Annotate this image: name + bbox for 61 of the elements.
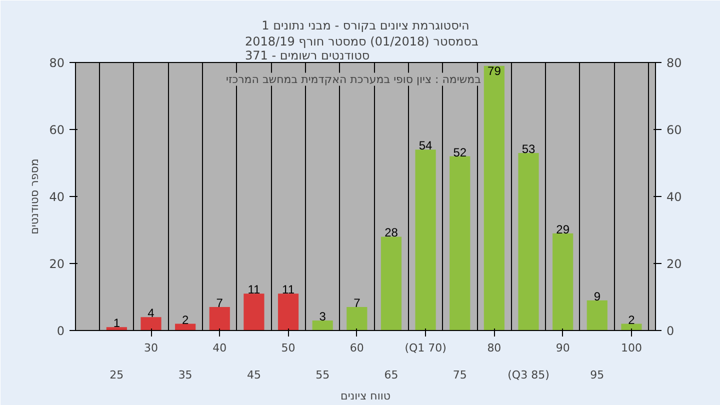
data-label: 2 (182, 312, 189, 327)
x-tick-label: 45 (246, 368, 261, 382)
bar (450, 156, 470, 330)
x-tick-label: 50 (281, 342, 296, 354)
x-tick-label: 60 (350, 342, 364, 354)
data-label: 3 (319, 309, 326, 324)
annotation: במשימה : ציון סופי במערכת האקדמית במחשב המרכזי (226, 72, 481, 86)
data-label: 1 (113, 316, 120, 330)
chart-subtitle: בסמסטר (01/2018) סמסטר חורף 2018/19 סטודנטים רשומים - 371 (244, 34, 478, 62)
y-tick-label: 20 (49, 257, 65, 271)
x-tick-label: 40 (212, 342, 227, 354)
bar (621, 324, 642, 330)
y-tick-label: 60 (49, 123, 65, 137)
y2-tick-label: 80 (666, 56, 682, 70)
x-tick-label: 35 (178, 368, 192, 382)
y-axis-title: מספר סטודנטים (28, 158, 42, 234)
data-label: 28 (384, 226, 398, 240)
data-label: 54 (418, 138, 433, 153)
data-label: 53 (522, 142, 536, 156)
y-tick-label: 80 (49, 56, 65, 70)
x-tick-label: 65 (384, 368, 398, 382)
data-label: 11 (248, 282, 261, 297)
x-tick-label: (Q3 85) (508, 368, 550, 382)
x-tick-label: 80 (487, 342, 502, 354)
x-tick-label: 55 (316, 368, 330, 382)
data-label: 79 (488, 64, 502, 78)
bar (415, 150, 436, 330)
data-label: 11 (282, 282, 295, 297)
bar (346, 307, 368, 330)
x-tick-label: 90 (556, 342, 570, 354)
bar (484, 66, 504, 330)
bar (552, 233, 574, 330)
x-tick-label: (Q1 70) (404, 342, 446, 354)
data-label: 2 (628, 312, 636, 327)
data-label: 7 (354, 296, 361, 310)
y-tick-label: 0 (56, 324, 65, 338)
x-tick-label: 95 (590, 368, 604, 382)
x-tick-label: 30 (144, 342, 158, 354)
y2-tick-label: 0 (666, 324, 674, 338)
bar (244, 294, 264, 330)
bar (278, 294, 299, 330)
bar (209, 307, 230, 330)
data-label: 7 (216, 296, 224, 310)
x-tick-label: 75 (452, 368, 467, 382)
x-tick-label: 100 (620, 342, 642, 354)
bar (518, 152, 539, 330)
x-tick-label: 25 (110, 368, 124, 382)
y2-tick-label: 20 (666, 257, 682, 271)
bar (312, 320, 333, 330)
x-axis-title: טווח ציונים (340, 390, 390, 402)
data-label: 4 (148, 306, 155, 320)
data-label: 52 (453, 145, 467, 160)
y-tick-label: 40 (49, 190, 65, 204)
bar (140, 317, 162, 330)
data-label: 9 (594, 289, 601, 304)
y2-tick-label: 60 (666, 123, 682, 137)
chart-title: היסטוגרמת ציונים בקורס - מבני נתונים 1 (262, 18, 470, 32)
y2-tick-label: 40 (666, 190, 682, 204)
bar (586, 300, 608, 330)
data-label: 29 (556, 222, 570, 236)
bar (380, 236, 402, 330)
